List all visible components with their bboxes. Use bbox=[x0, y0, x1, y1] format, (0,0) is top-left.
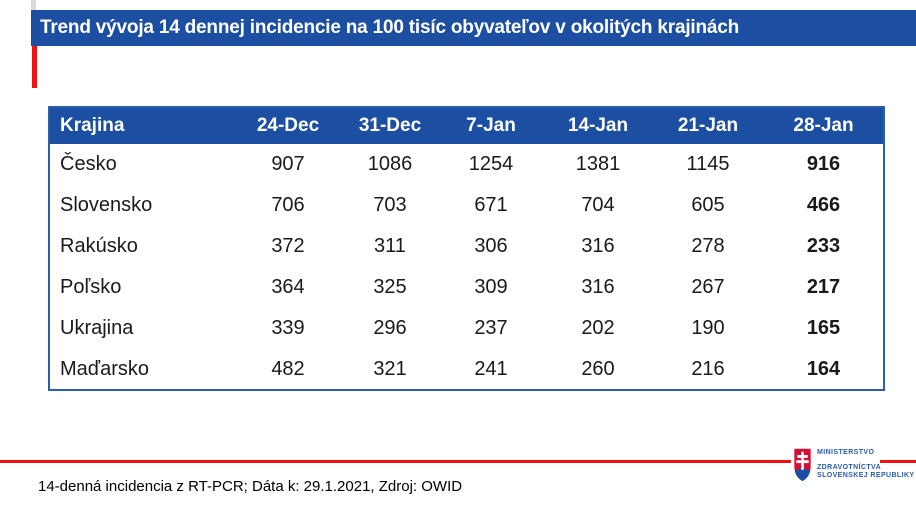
value-cell: 316 bbox=[544, 226, 652, 267]
value-cell: 311 bbox=[342, 226, 438, 267]
value-cell: 321 bbox=[342, 349, 438, 390]
top-gray-accent-bar bbox=[31, 0, 36, 11]
source-footnote: 14-denná incidencia z RT-PCR; Dáta k: 29… bbox=[38, 478, 463, 495]
value-cell: 671 bbox=[438, 185, 544, 226]
column-header-date: 28-Jan bbox=[764, 107, 884, 144]
table-header-row: Krajina 24-Dec 31-Dec 7-Jan 14-Jan 21-Ja… bbox=[49, 107, 884, 144]
country-cell: Ukrajina bbox=[49, 308, 234, 349]
table-header: Krajina 24-Dec 31-Dec 7-Jan 14-Jan 21-Ja… bbox=[49, 107, 884, 144]
table-row: Maďarsko 482 321 241 260 216 164 bbox=[49, 349, 884, 390]
value-cell: 296 bbox=[342, 308, 438, 349]
value-cell: 325 bbox=[342, 267, 438, 308]
value-cell-latest: 165 bbox=[764, 308, 884, 349]
ministry-logo-text: MINISTERSTVO ZDRAVOTNÍCTVA SLOVENSKEJ RE… bbox=[817, 449, 915, 480]
table-row: Česko 907 1086 1254 1381 1145 916 bbox=[49, 144, 884, 185]
value-cell: 237 bbox=[438, 308, 544, 349]
value-cell: 1254 bbox=[438, 144, 544, 185]
value-cell: 364 bbox=[234, 267, 342, 308]
column-header-country: Krajina bbox=[49, 107, 234, 144]
value-cell: 339 bbox=[234, 308, 342, 349]
title-banner: Trend vývoja 14 dennej incidencie na 100… bbox=[31, 10, 916, 46]
country-cell: Maďarsko bbox=[49, 349, 234, 390]
value-cell-latest: 164 bbox=[764, 349, 884, 390]
value-cell: 278 bbox=[652, 226, 764, 267]
value-cell: 372 bbox=[234, 226, 342, 267]
value-cell: 1145 bbox=[652, 144, 764, 185]
value-cell: 1086 bbox=[342, 144, 438, 185]
value-cell: 216 bbox=[652, 349, 764, 390]
value-cell-latest: 916 bbox=[764, 144, 884, 185]
footer-red-line bbox=[0, 460, 916, 463]
value-cell: 706 bbox=[234, 185, 342, 226]
value-cell-latest: 217 bbox=[764, 267, 884, 308]
ministry-line1: MINISTERSTVO bbox=[817, 449, 875, 456]
value-cell: 907 bbox=[234, 144, 342, 185]
value-cell: 1381 bbox=[544, 144, 652, 185]
country-cell: Poľsko bbox=[49, 267, 234, 308]
incidence-table: Krajina 24-Dec 31-Dec 7-Jan 14-Jan 21-Ja… bbox=[48, 106, 885, 391]
value-cell-latest: 466 bbox=[764, 185, 884, 226]
value-cell: 202 bbox=[544, 308, 652, 349]
value-cell: 190 bbox=[652, 308, 764, 349]
slovak-coat-of-arms-icon bbox=[793, 447, 812, 483]
column-header-date: 31-Dec bbox=[342, 107, 438, 144]
value-cell-latest: 233 bbox=[764, 226, 884, 267]
table-row: Ukrajina 339 296 237 202 190 165 bbox=[49, 308, 884, 349]
value-cell: 316 bbox=[544, 267, 652, 308]
column-header-date: 24-Dec bbox=[234, 107, 342, 144]
column-header-date: 14-Jan bbox=[544, 107, 652, 144]
footer-red-line-gap bbox=[791, 458, 880, 466]
value-cell: 309 bbox=[438, 267, 544, 308]
column-header-date: 21-Jan bbox=[652, 107, 764, 144]
value-cell: 703 bbox=[342, 185, 438, 226]
table-row: Poľsko 364 325 309 316 267 217 bbox=[49, 267, 884, 308]
red-accent-bar bbox=[32, 46, 37, 88]
table-row: Slovensko 706 703 671 704 605 466 bbox=[49, 185, 884, 226]
country-cell: Rakúsko bbox=[49, 226, 234, 267]
value-cell: 260 bbox=[544, 349, 652, 390]
ministry-line3: SLOVENSKEJ REPUBLIKY bbox=[817, 472, 915, 479]
country-cell: Slovensko bbox=[49, 185, 234, 226]
value-cell: 605 bbox=[652, 185, 764, 226]
value-cell: 267 bbox=[652, 267, 764, 308]
column-header-date: 7-Jan bbox=[438, 107, 544, 144]
value-cell: 482 bbox=[234, 349, 342, 390]
value-cell: 704 bbox=[544, 185, 652, 226]
ministry-line2: ZDRAVOTNÍCTVA bbox=[817, 464, 882, 471]
country-cell: Česko bbox=[49, 144, 234, 185]
table-body: Česko 907 1086 1254 1381 1145 916 Sloven… bbox=[49, 144, 884, 390]
value-cell: 306 bbox=[438, 226, 544, 267]
page-title: Trend vývoja 14 dennej incidencie na 100… bbox=[40, 17, 740, 38]
value-cell: 241 bbox=[438, 349, 544, 390]
table-row: Rakúsko 372 311 306 316 278 233 bbox=[49, 226, 884, 267]
